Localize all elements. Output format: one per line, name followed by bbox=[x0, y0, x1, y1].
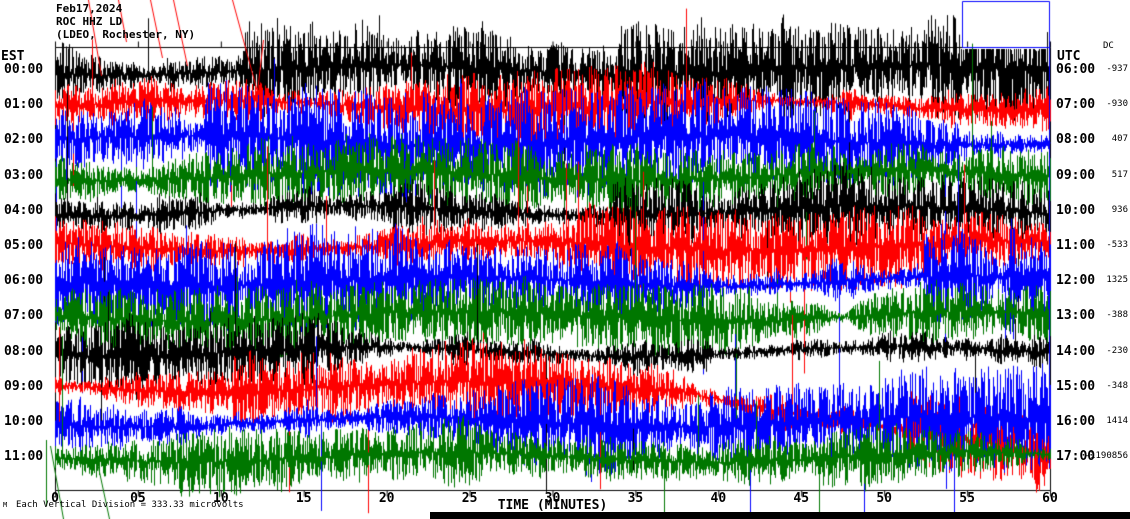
est-time-label: 07:00 bbox=[4, 308, 44, 324]
logo-glyph: M bbox=[3, 501, 8, 509]
dc-offset-value: -1190856 bbox=[1084, 451, 1128, 462]
utc-time-label: 17:00 bbox=[1056, 449, 1096, 465]
utc-time-label: 13:00 bbox=[1056, 308, 1096, 324]
x-tick-label: 30 bbox=[544, 491, 561, 506]
x-tick-label: 10 bbox=[213, 491, 229, 506]
est-time-label: 10:00 bbox=[4, 414, 44, 429]
date-label: Feb17,2024 bbox=[56, 2, 123, 15]
utc-time-label: 06:00 bbox=[1056, 62, 1096, 77]
utc-time-label: 12:00 bbox=[1056, 273, 1096, 289]
utc-axis-header: UTC bbox=[1057, 49, 1081, 64]
x-tick-label: 60 bbox=[1042, 491, 1058, 506]
est-time-label: 04:00 bbox=[4, 202, 44, 218]
utc-time-label: 09:00 bbox=[1056, 167, 1096, 183]
utc-time-label: 14:00 bbox=[1056, 343, 1096, 359]
utc-time-label: 15:00 bbox=[1056, 378, 1096, 394]
x-tick-label: 15 bbox=[295, 491, 312, 506]
est-time-label: 06:00 bbox=[4, 273, 44, 289]
est-axis-header: EST bbox=[1, 49, 25, 64]
x-tick-label: 20 bbox=[378, 491, 395, 506]
x-tick-label: 55 bbox=[959, 491, 975, 506]
est-time-label: 09:00 bbox=[4, 378, 44, 394]
est-time-label: 08:00 bbox=[4, 343, 44, 359]
dc-offset-value: -930 bbox=[1106, 99, 1128, 110]
x-tick-label: 40 bbox=[710, 491, 727, 506]
dc-offset-value: 407 bbox=[1111, 134, 1128, 145]
x-tick-label: 25 bbox=[461, 491, 478, 506]
scale-note: Each Vertical Division = 333.33 microvol… bbox=[16, 500, 244, 510]
dc-offset-value: -388 bbox=[1106, 310, 1128, 321]
est-time-label: 01:00 bbox=[4, 97, 44, 113]
x-axis-title: TIME (MINUTES) bbox=[497, 498, 608, 513]
utc-time-label: 16:00 bbox=[1056, 414, 1096, 429]
est-time-label: 00:00 bbox=[4, 62, 44, 77]
bottom-black-bar bbox=[430, 512, 1130, 519]
est-time-label: 11:00 bbox=[4, 449, 44, 465]
x-tick-label: 45 bbox=[793, 491, 810, 506]
dc-offset-value: 517 bbox=[1111, 169, 1128, 180]
utc-time-label: 10:00 bbox=[1056, 202, 1096, 218]
est-time-label: 02:00 bbox=[4, 132, 44, 148]
dc-offset-value: 1414 bbox=[1106, 416, 1128, 426]
dc-offset-value: 936 bbox=[1111, 204, 1128, 215]
est-time-label: 03:00 bbox=[4, 167, 44, 183]
station-affiliation-label: (LDEO, Rochester, NY) bbox=[56, 28, 196, 41]
x-tick-label: 35 bbox=[627, 491, 644, 506]
dc-offset-value: -937 bbox=[1106, 64, 1128, 74]
utc-time-label: 07:00 bbox=[1056, 97, 1096, 113]
utc-time-label: 11:00 bbox=[1056, 238, 1096, 253]
dc-column-header: DC bbox=[1103, 41, 1114, 51]
est-time-label: 05:00 bbox=[4, 238, 44, 253]
x-tick-label: 0 bbox=[51, 491, 59, 506]
x-tick-label: 50 bbox=[876, 491, 892, 506]
dc-offset-value: -533 bbox=[1106, 240, 1128, 250]
x-tick-label: 05 bbox=[130, 491, 146, 506]
dc-offset-value: -348 bbox=[1106, 380, 1128, 391]
dc-offset-value: 1325 bbox=[1106, 275, 1128, 286]
dc-offset-value: -230 bbox=[1106, 345, 1128, 356]
station-label: ROC HHZ LD bbox=[56, 15, 123, 28]
utc-time-label: 08:00 bbox=[1056, 132, 1096, 148]
